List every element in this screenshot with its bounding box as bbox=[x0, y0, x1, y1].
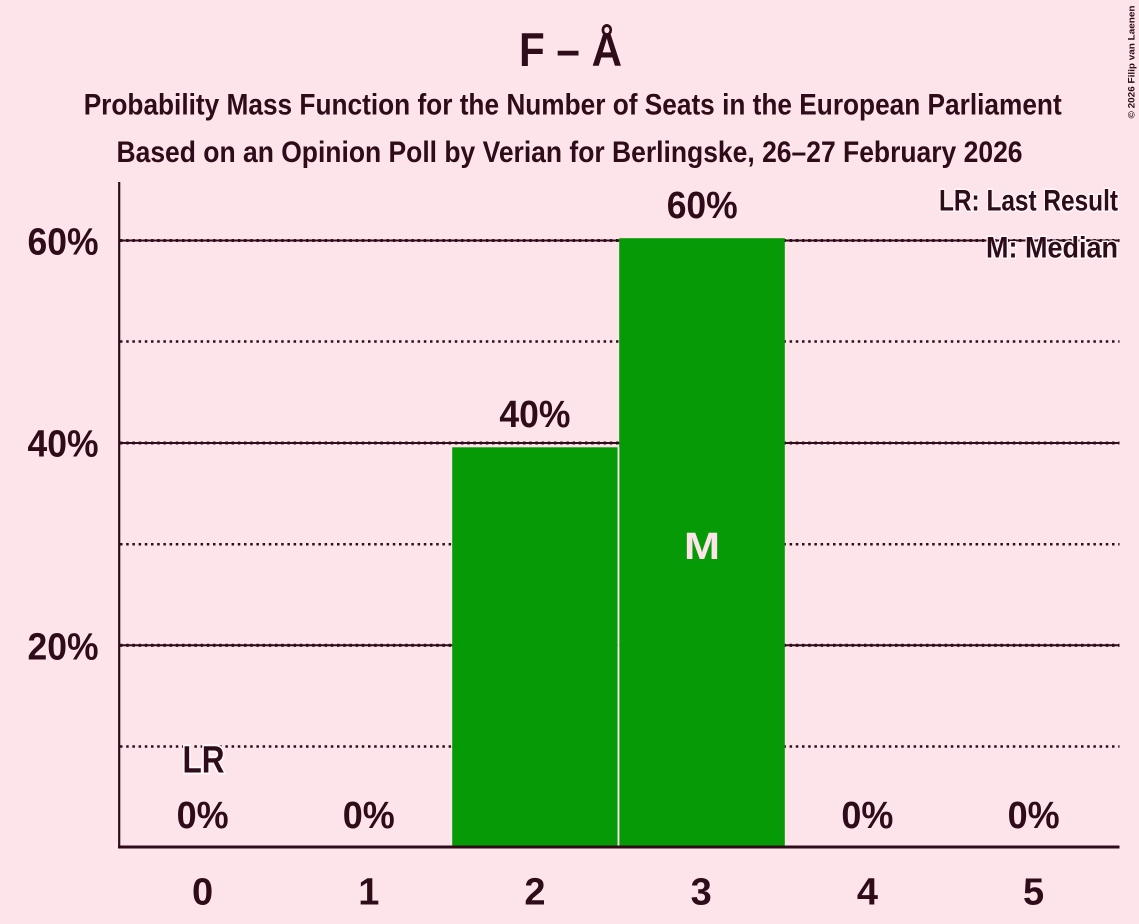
svg-text:Based on an Opinion Poll by Ve: Based on an Opinion Poll by Verian for B… bbox=[117, 136, 1023, 169]
svg-text:Probability Mass Function for: Probability Mass Function for the Number… bbox=[84, 89, 1062, 122]
svg-text:2: 2 bbox=[524, 872, 545, 914]
svg-text:0: 0 bbox=[192, 872, 213, 914]
svg-text:F – Å: F – Å bbox=[519, 23, 622, 76]
svg-text:0%: 0% bbox=[841, 795, 893, 837]
svg-text:3: 3 bbox=[691, 872, 712, 914]
svg-text:M: M bbox=[684, 526, 720, 568]
svg-text:LR: Last Result: LR: Last Result bbox=[939, 185, 1118, 218]
svg-text:40%: 40% bbox=[28, 424, 99, 466]
svg-text:40%: 40% bbox=[499, 394, 570, 436]
svg-text:60%: 60% bbox=[28, 222, 99, 264]
svg-text:0%: 0% bbox=[1008, 795, 1060, 837]
svg-text:5: 5 bbox=[1023, 872, 1044, 914]
svg-text:0%: 0% bbox=[343, 795, 395, 837]
svg-text:0%: 0% bbox=[177, 795, 229, 837]
svg-text:60%: 60% bbox=[667, 185, 738, 227]
svg-text:4: 4 bbox=[857, 872, 878, 914]
svg-text:LR: LR bbox=[183, 740, 225, 782]
svg-text:1: 1 bbox=[358, 872, 379, 914]
svg-text:M: Median: M: Median bbox=[986, 232, 1118, 265]
svg-text:20%: 20% bbox=[28, 627, 99, 669]
svg-text:© 2026 Filip van Laenen: © 2026 Filip van Laenen bbox=[1127, 5, 1138, 118]
